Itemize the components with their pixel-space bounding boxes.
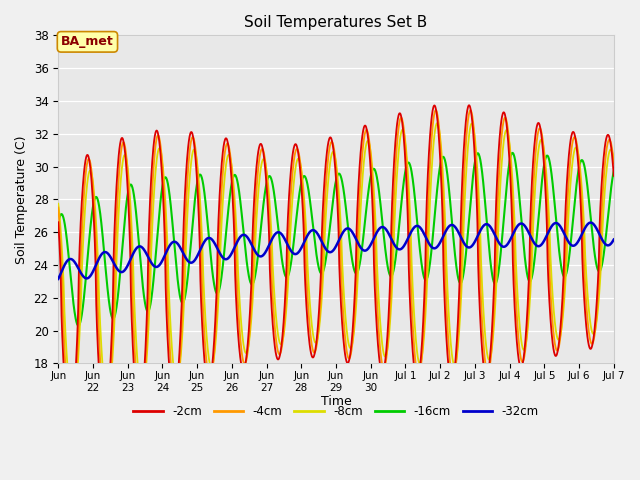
-32cm xyxy=(428,244,436,250)
Title: Soil Temperatures Set B: Soil Temperatures Set B xyxy=(244,15,428,30)
Text: BA_met: BA_met xyxy=(61,36,114,48)
-8cm xyxy=(433,120,441,126)
-4cm xyxy=(67,412,75,418)
-4cm xyxy=(276,350,284,356)
-32cm xyxy=(350,232,358,238)
-32cm xyxy=(399,244,407,250)
-16cm xyxy=(610,168,618,174)
-8cm xyxy=(610,157,618,163)
-4cm xyxy=(311,349,319,355)
-2cm xyxy=(351,297,358,303)
-16cm xyxy=(428,240,436,246)
-16cm xyxy=(351,268,358,274)
-2cm xyxy=(54,219,62,225)
-4cm xyxy=(351,316,358,322)
X-axis label: Time: Time xyxy=(321,396,351,408)
-2cm xyxy=(69,405,77,410)
-16cm xyxy=(276,244,284,250)
-32cm xyxy=(68,257,76,263)
-4cm xyxy=(69,408,77,414)
-32cm xyxy=(587,220,595,226)
-8cm xyxy=(351,324,358,330)
Line: -2cm: -2cm xyxy=(58,105,614,420)
Line: -8cm: -8cm xyxy=(58,123,614,403)
-2cm xyxy=(428,110,436,116)
-4cm xyxy=(54,204,62,210)
-4cm xyxy=(428,128,436,134)
-16cm xyxy=(400,180,408,186)
-16cm xyxy=(75,323,83,329)
-8cm xyxy=(54,201,62,207)
Line: -32cm: -32cm xyxy=(58,223,614,279)
-32cm xyxy=(54,276,62,282)
-2cm xyxy=(400,133,408,139)
-8cm xyxy=(311,339,319,345)
-32cm xyxy=(276,230,284,236)
-8cm xyxy=(68,400,76,406)
-2cm xyxy=(311,351,319,357)
-8cm xyxy=(428,158,436,164)
-16cm xyxy=(311,238,319,244)
-16cm xyxy=(68,291,76,297)
-8cm xyxy=(69,400,77,406)
Legend: -2cm, -4cm, -8cm, -16cm, -32cm: -2cm, -4cm, -8cm, -16cm, -32cm xyxy=(129,401,543,423)
-4cm xyxy=(432,108,440,113)
-16cm xyxy=(509,150,516,156)
-32cm xyxy=(610,237,618,242)
-8cm xyxy=(400,129,408,134)
-2cm xyxy=(465,102,473,108)
-2cm xyxy=(610,173,618,179)
-16cm xyxy=(54,220,62,226)
-4cm xyxy=(400,125,408,131)
-8cm xyxy=(276,341,284,347)
-4cm xyxy=(610,161,618,167)
Y-axis label: Soil Temperature (C): Soil Temperature (C) xyxy=(15,135,28,264)
Line: -16cm: -16cm xyxy=(58,153,614,326)
-32cm xyxy=(310,228,318,233)
Line: -4cm: -4cm xyxy=(58,110,614,415)
-2cm xyxy=(276,350,284,356)
-2cm xyxy=(66,417,74,423)
